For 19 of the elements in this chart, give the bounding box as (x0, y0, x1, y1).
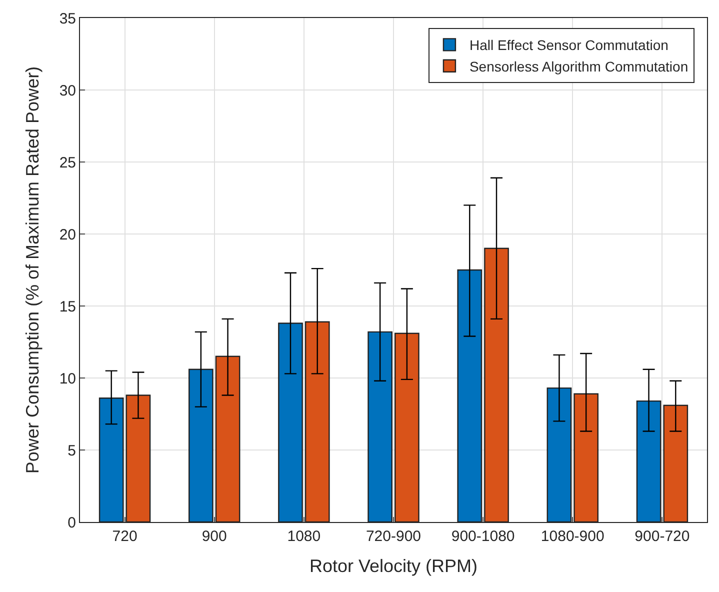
y-tick-label: 35 (59, 10, 76, 28)
x-tick-label: 900-720 (634, 528, 690, 545)
y-tick-label: 20 (59, 226, 76, 244)
legend-label: Hall Effect Sensor Commutation (469, 37, 668, 54)
y-tick-label: 5 (68, 442, 76, 460)
y-axis-title: Power Consumption (% of Maximum Rated Power) (22, 66, 43, 474)
x-tick-label: 900 (202, 528, 227, 545)
x-tick-label: 720-900 (366, 528, 422, 545)
y-tick-label: 10 (59, 370, 76, 388)
x-tick-label: 720 (112, 528, 138, 545)
y-tick-label: 0 (68, 514, 76, 532)
x-tick-label: 1080 (287, 528, 321, 545)
x-tick-label: 900-1080 (451, 528, 515, 545)
x-axis-title: Rotor Velocity (RPM) (309, 556, 478, 576)
legend-label: Sensorless Algorithm Commutation (469, 58, 688, 74)
x-tick-label: 1080-900 (540, 528, 604, 545)
y-tick-label: 15 (59, 298, 76, 316)
y-tick-label: 30 (59, 82, 76, 100)
y-tick-label: 25 (59, 154, 76, 172)
